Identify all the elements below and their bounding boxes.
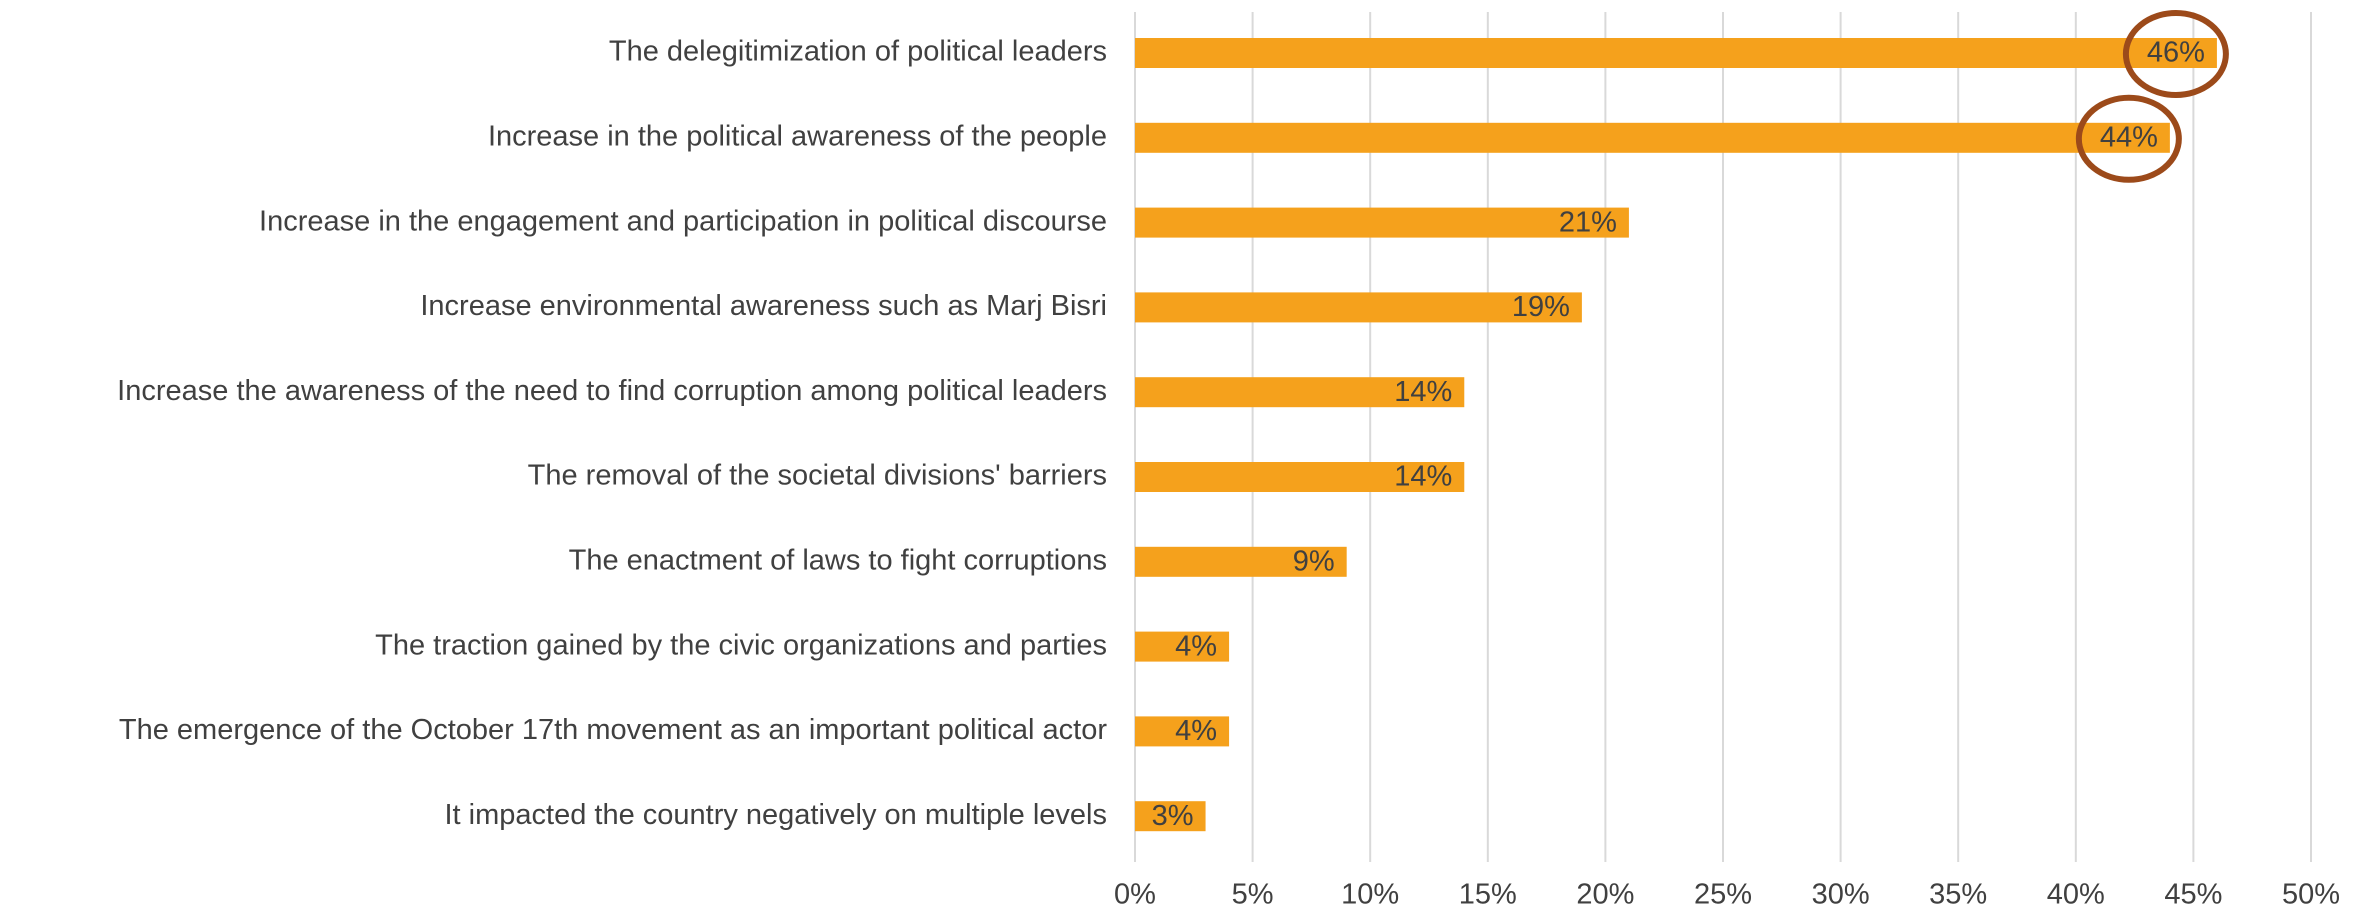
data-label: 14% — [1394, 376, 1452, 408]
data-label: 9% — [1293, 545, 1335, 577]
y-tick-label: The removal of the societal divisions' b… — [528, 460, 1107, 492]
bar — [1135, 38, 2217, 68]
data-label: 19% — [1512, 291, 1570, 323]
y-tick-label: The emergence of the October 17th moveme… — [119, 714, 1107, 746]
highlight-circle — [2122, 10, 2229, 98]
bar — [1135, 801, 1206, 832]
x-tick-label: 25% — [1694, 879, 1752, 908]
x-tick-label: 35% — [1929, 879, 1987, 908]
bar — [1135, 207, 1629, 238]
bar — [1135, 122, 2170, 153]
bar — [1135, 546, 1347, 577]
y-tick-label: The traction gained by the civic organiz… — [375, 629, 1107, 661]
x-tick-label: 15% — [1459, 879, 1517, 908]
data-label: 44% — [2100, 121, 2158, 153]
y-tick-label: It impacted the country negatively on mu… — [444, 799, 1107, 831]
bar — [1135, 292, 1582, 323]
y-tick-label: The delegitimization of political leader… — [609, 36, 1107, 68]
y-tick-label: Increase in the engagement and participa… — [259, 205, 1107, 237]
data-label: 21% — [1559, 206, 1617, 238]
y-tick-label: Increase environmental awareness such as… — [420, 290, 1107, 322]
x-tick-label: 45% — [2164, 879, 2222, 908]
x-tick-label: 40% — [2047, 879, 2105, 908]
x-tick-label: 5% — [1232, 879, 1274, 908]
bar — [1135, 377, 1465, 408]
x-tick-label: 20% — [1576, 879, 1634, 908]
data-label: 46% — [2147, 37, 2205, 69]
x-tick-label: 30% — [1812, 879, 1870, 908]
y-tick-label: Increase in the political awareness of t… — [488, 120, 1107, 152]
bar — [1135, 462, 1465, 492]
data-label: 3% — [1152, 800, 1194, 832]
bar — [1135, 716, 1230, 747]
data-label: 4% — [1175, 715, 1217, 747]
y-tick-label: The enactment of laws to fight corruptio… — [569, 544, 1107, 576]
x-tick-label: 0% — [1114, 879, 1156, 908]
x-tick-label: 50% — [2282, 879, 2340, 908]
data-label: 4% — [1175, 630, 1217, 662]
y-tick-label: Increase the awareness of the need to fi… — [117, 375, 1107, 407]
highlight-circle — [2075, 94, 2182, 183]
data-label: 14% — [1394, 461, 1452, 493]
bar — [1135, 631, 1230, 662]
x-tick-label: 10% — [1341, 879, 1399, 908]
